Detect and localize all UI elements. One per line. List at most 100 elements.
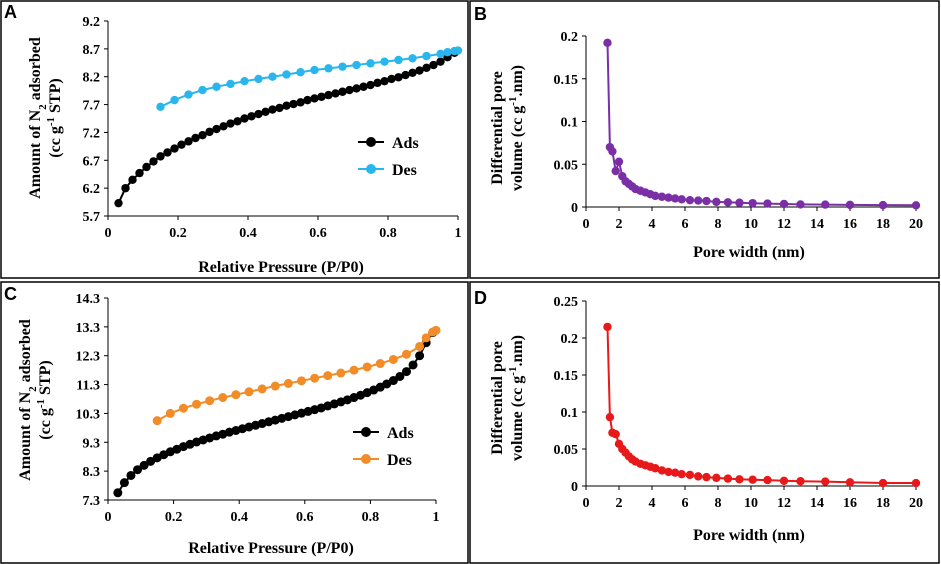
x-tick-label: 0.2 — [169, 226, 187, 241]
data-point-psd — [605, 412, 615, 422]
data-point-psd — [796, 200, 805, 209]
data-point-psd — [735, 475, 744, 484]
data-point-ads — [324, 90, 333, 100]
data-point-psd — [763, 475, 772, 485]
data-point-ads — [338, 87, 347, 96]
y-axis-label-a-line1: Amount of N2 adsorbed — [27, 37, 49, 199]
x-axis-label-b: Pore width (nm) — [693, 244, 805, 261]
data-point-psd — [608, 147, 617, 156]
data-point-des — [198, 85, 207, 95]
data-point-psd — [702, 196, 711, 206]
x-tick-label: 4 — [649, 496, 656, 511]
y-tick-label: 0.2 — [561, 332, 579, 347]
data-point-ads — [352, 84, 361, 93]
y-tick-label: 10.3 — [76, 407, 101, 422]
x-tick-label: 0.6 — [309, 226, 327, 241]
x-tick-label: 0.4 — [230, 510, 248, 525]
data-point-psd — [657, 192, 667, 201]
data-point-des — [421, 333, 431, 343]
data-point-des — [388, 354, 398, 364]
x-tick-label: 6 — [682, 217, 689, 232]
panel-label-d: D — [474, 288, 487, 308]
y-axis-label-c-line1: Amount of N2 adsorbed — [17, 319, 39, 481]
data-point-des — [349, 365, 359, 375]
y-tick-label: 0.1 — [561, 406, 579, 421]
panel-frame-a — [0, 0, 469, 279]
data-point-psd — [685, 195, 695, 205]
panel-frame-d — [469, 281, 940, 564]
chart-c: 7.3 8.3 9.3 10.3 11.3 12.3 13.3 14.3 0 0.2 0.4 0.6 0… — [76, 292, 441, 525]
panel-label-a: A — [4, 2, 17, 22]
x-tick-label: 20 — [909, 217, 923, 232]
data-point-ads — [261, 107, 270, 117]
chart-a: 5.7 6.2 6.7 7.2 7.7 8.2 8.7 9.2 0 0.2 0.4 0.6 0.8 1 Ad… — [83, 15, 463, 241]
y-tick-label: 14.3 — [76, 292, 101, 307]
data-point-ads — [296, 98, 305, 107]
data-point-ads — [184, 137, 193, 146]
data-point-psd — [763, 199, 772, 208]
y-axis-label-b-line1: Differential pore — [489, 71, 506, 185]
data-point-des — [244, 387, 254, 397]
data-point-des — [184, 90, 193, 99]
data-point-ads — [408, 68, 417, 78]
x-tick-label: 12 — [777, 217, 791, 232]
data-point-ads — [317, 92, 326, 101]
data-point-ads — [198, 131, 207, 140]
data-point-psd — [664, 467, 673, 477]
data-point-des — [218, 393, 228, 403]
legend-marker-ads — [361, 427, 371, 437]
data-point-des — [366, 59, 375, 68]
data-point-psd — [821, 200, 830, 209]
legend-marker-ads — [366, 137, 376, 147]
data-point-psd — [779, 199, 789, 209]
data-point-psd — [611, 430, 620, 439]
data-point-des — [178, 403, 188, 413]
data-point-psd — [677, 195, 686, 204]
data-point-psd — [911, 478, 921, 488]
x-tick-label: 14 — [810, 217, 824, 232]
y-tick-label: 0.1 — [561, 116, 579, 131]
chart-d: 0 0.05 0.1 0.15 0.2 0.25 0 2 4 6 8 10 12 14 16 18 20 — [554, 295, 924, 511]
data-point-psd — [694, 472, 703, 481]
data-point-des — [324, 64, 333, 73]
data-point-psd — [670, 194, 680, 203]
x-tick-label: 0 — [105, 226, 112, 241]
data-point-psd — [670, 468, 680, 477]
x-tick-label: 10 — [744, 496, 758, 511]
data-point-ads — [177, 140, 186, 149]
x-tick-label: 0.2 — [165, 510, 183, 525]
x-tick-label: 12 — [777, 496, 791, 511]
x-tick-label: 14 — [810, 496, 824, 511]
data-point-des — [257, 384, 267, 394]
data-point-ads — [142, 162, 151, 172]
x-axis-label-a: Relative Pressure (P/P0) — [198, 259, 364, 276]
x-tick-label: 0 — [105, 510, 112, 525]
data-point-des — [436, 49, 445, 59]
y-tick-label: 5.7 — [83, 210, 101, 225]
x-tick-label: 20 — [909, 496, 923, 511]
data-point-ads — [387, 74, 396, 84]
data-point-psd — [779, 476, 789, 486]
x-tick-label: 2 — [616, 217, 623, 232]
data-point-psd — [664, 193, 673, 202]
y-tick-label: 0.15 — [554, 73, 579, 88]
data-point-ads — [415, 66, 424, 75]
legend-marker-des — [366, 164, 376, 174]
y-tick-label: 0 — [571, 201, 578, 216]
x-axis-label-c: Relative Pressure (P/P0) — [188, 540, 354, 557]
x-tick-label: 10 — [744, 217, 758, 232]
y-tick-label: 12.3 — [76, 350, 101, 365]
data-point-des — [170, 95, 179, 105]
y-tick-label: 8.3 — [83, 465, 101, 480]
data-point-ads — [303, 95, 312, 105]
data-point-ads — [415, 351, 425, 361]
data-point-des — [152, 416, 162, 426]
data-point-ads — [310, 94, 319, 103]
y-tick-label: 0.2 — [561, 30, 579, 45]
panel-frame-b — [469, 0, 940, 279]
data-point-des — [394, 55, 403, 65]
data-point-ads — [226, 119, 235, 128]
y-tick-label: 0.25 — [554, 295, 579, 310]
data-point-psd — [723, 198, 733, 207]
